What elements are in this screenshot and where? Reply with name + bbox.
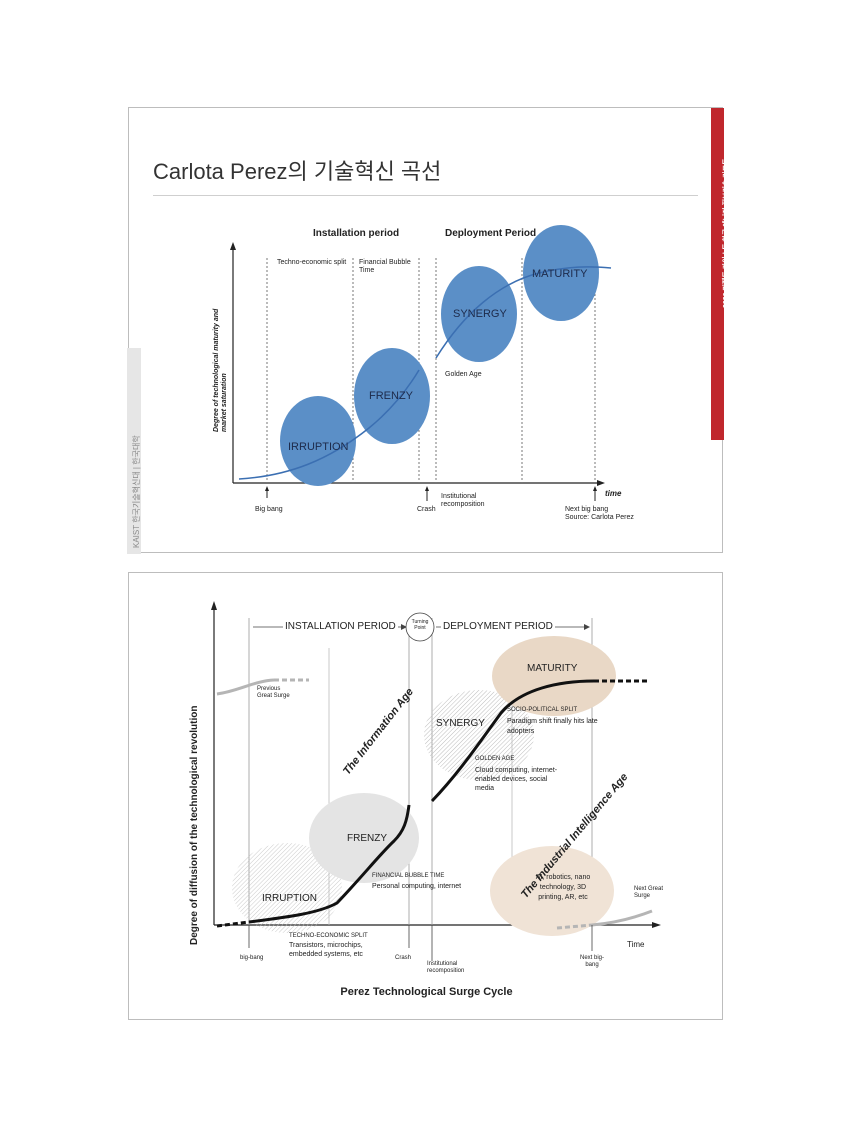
big-bang-label: big-bang xyxy=(240,955,264,961)
synergy-label: SYNERGY xyxy=(453,308,507,320)
techno-economic-label: TECHNO-ECONOMIC SPLIT xyxy=(289,933,368,939)
financial-bubble-label: Financial Bubble Time xyxy=(359,259,411,274)
techno-examples: Transistors, microchips, embedded system… xyxy=(289,942,363,958)
bubble-synergy xyxy=(424,690,534,780)
installation-period-label: Installation period xyxy=(313,228,400,239)
chart-caption: Perez Technological Surge Cycle xyxy=(340,986,513,998)
x-axis-label: time xyxy=(605,489,622,498)
y-axis-label: Degree of technological maturity and mar… xyxy=(213,308,228,432)
financial-bubble-label: FINANCIAL BUBBLE TIME xyxy=(372,873,445,879)
institutional-label: Institutional recomposition xyxy=(441,493,485,508)
big-bang-label: Big bang xyxy=(255,506,283,513)
synergy-label: SYNERGY xyxy=(436,718,485,729)
next-surge-line xyxy=(591,909,653,927)
x-axis-label: Time xyxy=(627,940,645,949)
bubble-synergy xyxy=(441,266,517,362)
curve-deployment xyxy=(435,266,612,359)
irruption-label: IRRUPTION xyxy=(262,893,317,904)
deployment-period-label: DEPLOYMENT PERIOD xyxy=(441,621,555,632)
socio-examples: Paradigm shift finally hits late adopter… xyxy=(507,718,598,735)
bubble-ai xyxy=(490,846,614,936)
institutional-label: Institutional recomposition xyxy=(427,961,465,974)
y-axis-label: Degree of diffusion of the technological… xyxy=(189,705,200,945)
perez-curve-chart xyxy=(230,225,612,501)
bubble-frenzy xyxy=(309,793,419,883)
x-axis-arrow xyxy=(597,480,605,486)
maturity-label: MATURITY xyxy=(532,268,588,280)
next-surge-label: Next Great Surge xyxy=(634,886,664,899)
curve-dashed-start xyxy=(216,920,250,928)
title-divider xyxy=(153,195,698,196)
bubble-maturity xyxy=(523,225,599,321)
y-axis-arrow xyxy=(230,242,236,250)
turning-point-circle xyxy=(405,612,435,642)
slide-title: Carlota Perez의 기술혁신 곡선 xyxy=(153,159,442,184)
slide-carlota-perez: Carlota Perez의 기술혁신 곡선 2020 퍼펙트 카이스트 한국 … xyxy=(127,107,730,554)
irruption-label: IRRUPTION xyxy=(288,441,349,453)
golden-examples: Cloud computing, internet-enabled device… xyxy=(475,767,558,792)
previous-surge-line xyxy=(216,678,275,696)
bubble-irruption xyxy=(280,396,356,486)
source-label: Source: Carlota Perez xyxy=(565,514,634,521)
next-big-bang-label: Next big bang xyxy=(565,506,609,513)
installation-period-label: INSTALLATION PERIOD xyxy=(283,621,398,632)
curve-deployment xyxy=(430,679,595,803)
maturity-label: MATURITY xyxy=(527,663,578,674)
side-accent-tab xyxy=(711,108,724,440)
frenzy-label: FRENZY xyxy=(369,390,413,402)
crash-label: Crash xyxy=(395,955,412,961)
curve-installation xyxy=(238,369,420,480)
golden-age-label: GOLDEN AGE xyxy=(475,756,515,762)
slide-surge-cycle: INSTALLATION PERIOD Turning Point DEPLOY… xyxy=(128,572,723,1020)
frenzy-label: FRENZY xyxy=(347,833,387,844)
previous-surge-label: Previous Great Surge xyxy=(257,686,290,699)
surge-cycle-chart xyxy=(211,601,661,961)
deployment-period-label: Deployment Period xyxy=(445,228,537,239)
socio-political-label: SOCIO-POLITICAL SPLIT xyxy=(507,707,578,713)
turning-point-label: Turning Point xyxy=(411,619,429,631)
next-big-bang-label: Next big-bang xyxy=(579,955,604,968)
side-gray-tab xyxy=(127,348,141,554)
crash-label: Crash xyxy=(417,506,436,513)
techno-economic-label: Techno-economic split xyxy=(277,259,347,266)
bubble-frenzy xyxy=(354,348,430,444)
curve-installation xyxy=(248,804,411,924)
golden-age-label: Golden Age xyxy=(445,371,482,378)
ai-examples: AI, robotics, nano technology, 3D printi… xyxy=(535,874,591,901)
financial-examples: Personal computing, internet xyxy=(372,883,462,890)
